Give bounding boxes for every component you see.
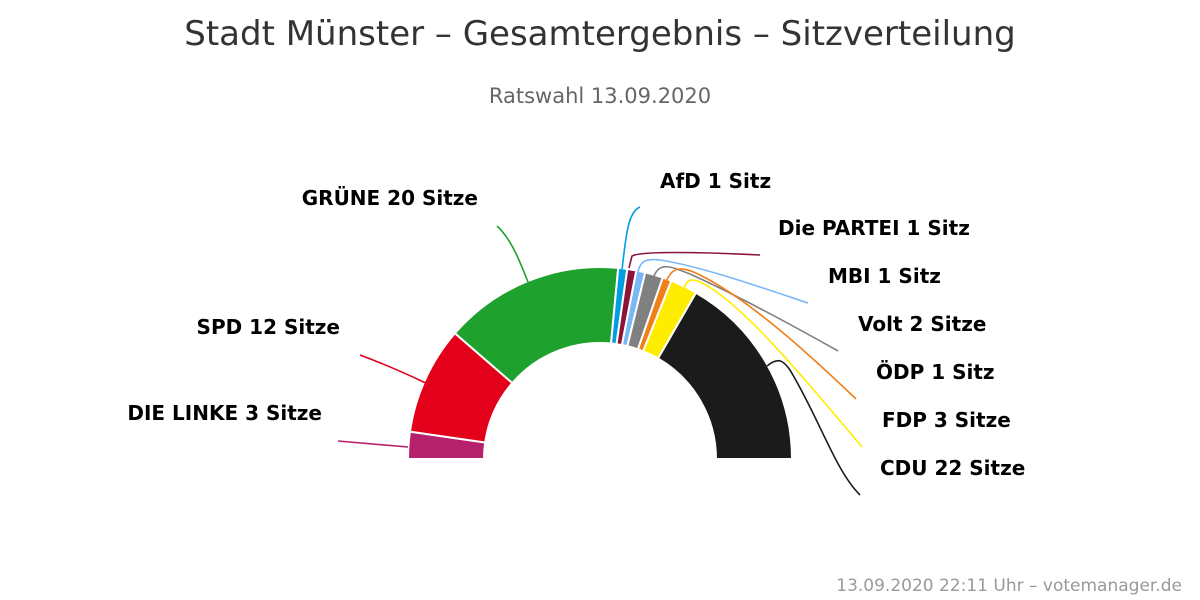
- label-ödp: ÖDP 1 Sitz: [876, 360, 995, 384]
- connector-ödp: [665, 268, 857, 400]
- connector-die-linke: [337, 440, 409, 448]
- chart-slices: [407, 266, 793, 460]
- connector-volt: [653, 265, 839, 352]
- footer-credit: 13.09.2020 22:11 Uhr – votemanager.de: [836, 576, 1182, 596]
- label-grüne: GRÜNE 20 Sitze: [302, 186, 478, 210]
- connector-afd: [621, 206, 641, 271]
- label-volt: Volt 2 Sitze: [858, 312, 986, 336]
- label-die-partei: Die PARTEI 1 Sitz: [778, 216, 970, 240]
- label-fdp: FDP 3 Sitze: [882, 408, 1011, 432]
- label-afd: AfD 1 Sitz: [660, 169, 771, 193]
- connector-fdp: [683, 279, 863, 448]
- connector-grüne: [496, 225, 529, 283]
- connector-mbi: [637, 258, 809, 304]
- chart-title: Stadt Münster – Gesamtergebnis – Sitzver…: [184, 14, 1016, 54]
- label-mbi: MBI 1 Sitz: [828, 264, 941, 288]
- connector-cdu: [766, 359, 861, 496]
- label-spd: SPD 12 Sitze: [197, 315, 340, 339]
- connector-die-partei: [628, 251, 761, 269]
- label-die-linke: DIE LINKE 3 Sitze: [127, 401, 322, 425]
- slice-cdu[interactable]: [657, 291, 793, 460]
- connector-spd: [359, 354, 431, 386]
- slice-labels: DIE LINKE 3 Sitze SPD 12 Sitze GRÜNE 20 Si…: [127, 169, 1025, 480]
- chart-subtitle: Ratswahl 13.09.2020: [488, 84, 712, 108]
- label-cdu: CDU 22 Sitze: [880, 456, 1025, 480]
- label-connectors: [337, 206, 863, 496]
